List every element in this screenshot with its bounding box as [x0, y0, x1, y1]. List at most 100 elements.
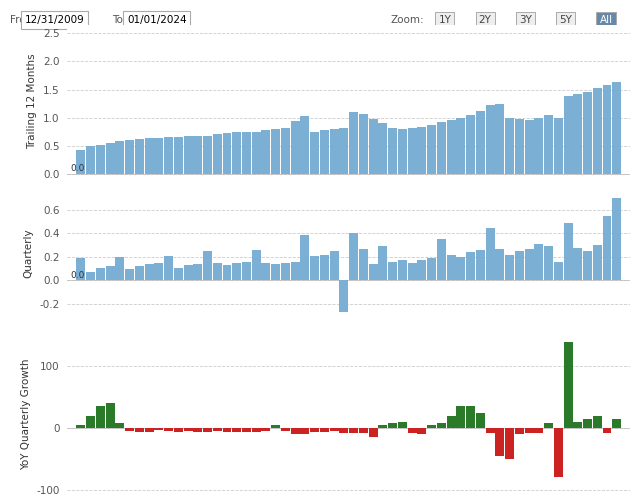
- Bar: [447, 416, 456, 428]
- Bar: [203, 251, 212, 280]
- Bar: [106, 143, 115, 174]
- Bar: [86, 416, 95, 428]
- Bar: [593, 245, 602, 280]
- Bar: [398, 422, 407, 428]
- Bar: [164, 428, 173, 431]
- Bar: [437, 240, 446, 280]
- Bar: [76, 258, 85, 280]
- Bar: [203, 428, 212, 432]
- Bar: [184, 265, 193, 280]
- Text: 0.0: 0.0: [70, 164, 84, 173]
- Bar: [330, 129, 339, 174]
- Bar: [554, 428, 563, 478]
- Bar: [212, 263, 221, 280]
- Text: 2Y: 2Y: [479, 15, 492, 25]
- Bar: [388, 128, 397, 174]
- Bar: [252, 428, 260, 432]
- Bar: [164, 137, 173, 174]
- Bar: [320, 428, 329, 432]
- Bar: [408, 428, 417, 433]
- Bar: [427, 258, 436, 280]
- Bar: [339, 280, 348, 312]
- Bar: [388, 423, 397, 428]
- Bar: [525, 428, 534, 433]
- Bar: [154, 138, 163, 174]
- Bar: [486, 228, 495, 280]
- Bar: [369, 428, 378, 437]
- Bar: [495, 428, 504, 456]
- Bar: [486, 105, 495, 174]
- Bar: [495, 249, 504, 280]
- Text: To:: To:: [112, 15, 127, 25]
- Bar: [281, 128, 290, 174]
- Bar: [242, 261, 251, 280]
- Bar: [495, 104, 504, 174]
- Bar: [476, 111, 485, 174]
- Bar: [388, 261, 397, 280]
- Bar: [612, 419, 621, 428]
- Bar: [193, 136, 202, 174]
- Bar: [515, 251, 524, 280]
- Bar: [466, 115, 475, 174]
- Bar: [86, 272, 95, 280]
- Bar: [515, 428, 524, 434]
- Text: 1Y: 1Y: [438, 15, 451, 25]
- Bar: [359, 114, 368, 174]
- Bar: [583, 251, 592, 280]
- Text: 3Y: 3Y: [519, 15, 532, 25]
- Bar: [447, 254, 456, 280]
- Bar: [125, 140, 134, 174]
- Bar: [154, 428, 163, 431]
- Bar: [242, 132, 251, 174]
- Bar: [476, 250, 485, 280]
- Bar: [184, 428, 193, 431]
- Bar: [86, 146, 95, 174]
- Bar: [193, 264, 202, 280]
- Y-axis label: Quarterly: Quarterly: [24, 228, 34, 277]
- Bar: [193, 428, 202, 432]
- Bar: [212, 134, 221, 174]
- Bar: [437, 423, 446, 428]
- Bar: [505, 254, 514, 280]
- Bar: [252, 132, 260, 174]
- Bar: [437, 122, 446, 174]
- Text: From:: From:: [10, 15, 39, 25]
- Bar: [456, 257, 465, 280]
- Bar: [398, 129, 407, 174]
- Bar: [96, 406, 105, 428]
- Bar: [135, 428, 144, 432]
- Bar: [271, 129, 280, 174]
- Bar: [330, 428, 339, 431]
- Bar: [369, 119, 378, 174]
- Bar: [349, 428, 358, 433]
- Bar: [564, 341, 573, 428]
- Bar: [339, 428, 348, 433]
- Bar: [408, 263, 417, 280]
- Bar: [456, 406, 465, 428]
- Bar: [291, 428, 300, 434]
- Bar: [378, 247, 387, 280]
- Bar: [262, 428, 271, 431]
- Bar: [339, 128, 348, 174]
- Bar: [106, 403, 115, 428]
- Bar: [310, 256, 319, 280]
- Bar: [203, 136, 212, 174]
- Bar: [583, 419, 592, 428]
- Bar: [223, 265, 232, 280]
- Bar: [602, 216, 611, 280]
- Bar: [232, 263, 241, 280]
- Bar: [534, 244, 543, 280]
- Bar: [564, 223, 573, 280]
- Bar: [115, 423, 124, 428]
- Bar: [602, 428, 611, 433]
- Bar: [310, 132, 319, 174]
- Bar: [612, 198, 621, 280]
- Bar: [252, 250, 260, 280]
- Bar: [612, 82, 621, 174]
- Bar: [135, 266, 144, 280]
- Bar: [573, 422, 582, 428]
- Bar: [174, 137, 183, 174]
- Text: Zoom:: Zoom:: [390, 15, 424, 25]
- Bar: [525, 249, 534, 280]
- Bar: [232, 428, 241, 432]
